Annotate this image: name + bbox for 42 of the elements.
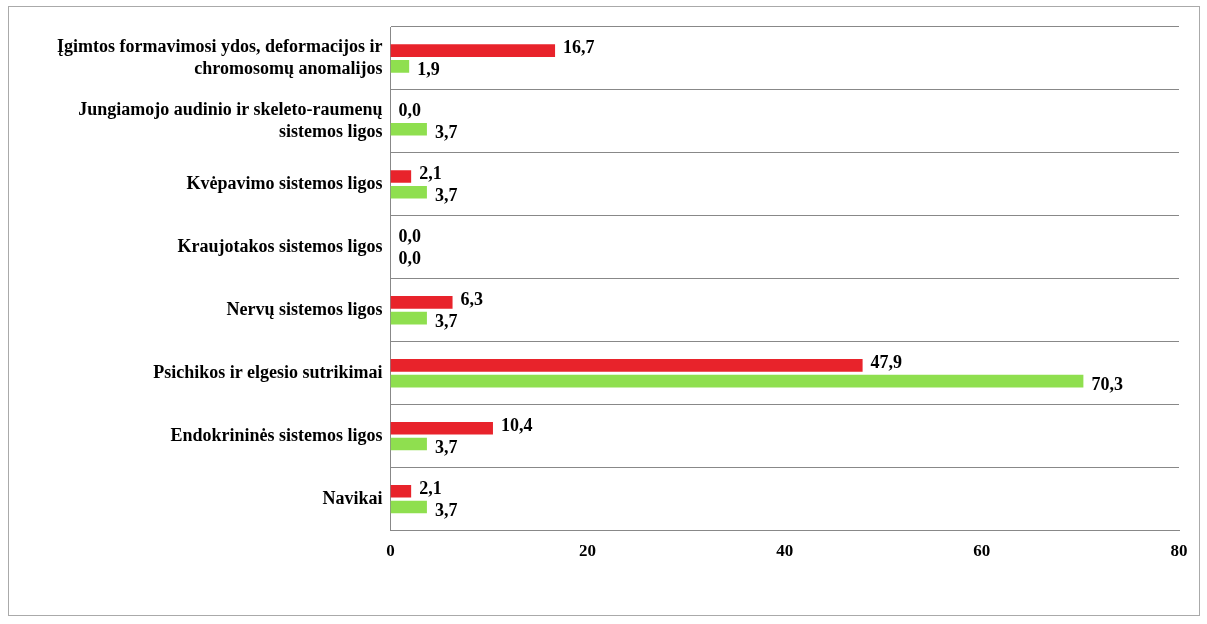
bar xyxy=(390,185,427,199)
data-label: 16,7 xyxy=(563,37,595,58)
data-label: 3,7 xyxy=(434,184,458,205)
data-label: 47,9 xyxy=(870,352,903,373)
data-label: 2,1 xyxy=(419,163,442,184)
bar xyxy=(390,60,410,73)
bar xyxy=(390,500,427,514)
data-label: 3,7 xyxy=(434,499,458,520)
data-label: 0,0 xyxy=(398,226,421,247)
data-label: 70,3 xyxy=(1091,373,1123,394)
bar xyxy=(390,311,427,325)
bar xyxy=(390,296,453,309)
y-tick-label: Navikai xyxy=(322,487,383,508)
bar xyxy=(390,437,427,451)
data-label: 10,4 xyxy=(500,414,533,435)
x-tick-label: 20 xyxy=(579,541,597,561)
x-tick-label: 60 xyxy=(973,541,991,561)
y-tick-label: Psichikos ir elgesio sutrikimai xyxy=(153,361,383,382)
y-tick-label: Jungiamojo audinio ir skeleto-raumenų sistemos ligos xyxy=(78,99,383,141)
x-tick-label: 0 xyxy=(386,541,395,561)
bar xyxy=(390,422,493,435)
y-tick-label: Įgimtos formavimosi ydos, deformacijos ir chromosomų anomalijos xyxy=(57,36,383,78)
data-label: 0,0 xyxy=(398,247,421,268)
bar xyxy=(390,484,412,498)
bar xyxy=(390,170,412,183)
y-tick-label: Endokrininės sistemos ligos xyxy=(170,424,383,445)
bar xyxy=(390,44,556,57)
bar xyxy=(390,374,1084,388)
data-label: 3,7 xyxy=(434,436,458,457)
y-tick-label: Kvėpavimo sistemos ligos xyxy=(186,173,383,194)
data-label: 0,0 xyxy=(398,100,421,121)
data-label: 6,3 xyxy=(460,289,484,310)
data-label: 3,7 xyxy=(434,121,458,142)
x-tick-label: 40 xyxy=(776,541,794,561)
y-tick-label: Kraujotakos sistemos ligos xyxy=(177,235,383,256)
data-label: 1,9 xyxy=(417,59,440,79)
y-tick-label: Nervų sistemos ligos xyxy=(226,298,383,319)
x-tick-label: 80 xyxy=(1170,541,1188,561)
data-label: 3,7 xyxy=(434,310,458,331)
bar xyxy=(390,123,427,136)
bar xyxy=(390,359,863,372)
data-label: 2,1 xyxy=(419,477,442,498)
